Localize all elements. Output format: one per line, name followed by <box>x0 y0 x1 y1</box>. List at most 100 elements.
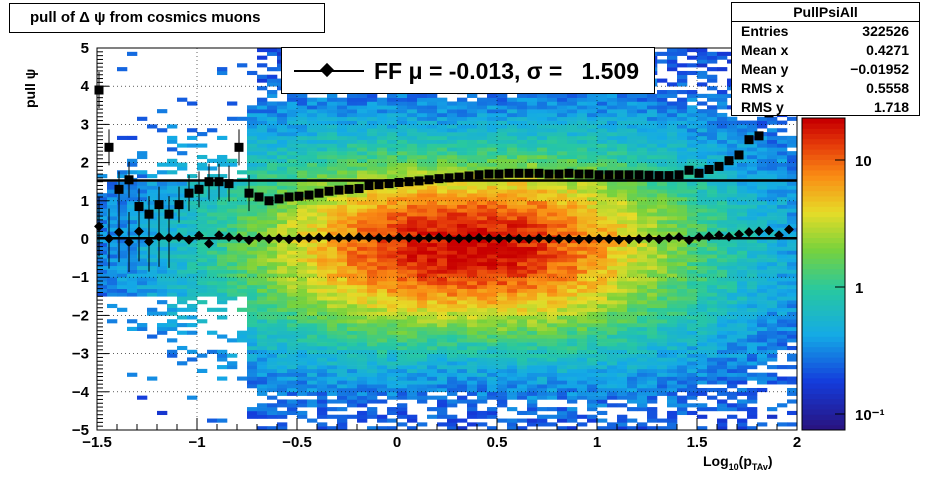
heatmap-cell <box>437 105 448 110</box>
heatmap-cell <box>597 216 608 221</box>
heatmap-cell <box>367 384 378 389</box>
heatmap-cell <box>617 200 628 205</box>
heatmap-cell <box>547 147 558 152</box>
heatmap-cell <box>637 395 648 400</box>
heatmap-cell <box>147 223 158 228</box>
heatmap-cell <box>667 281 678 286</box>
heatmap-cell <box>587 120 598 125</box>
heatmap-cell <box>537 196 548 202</box>
heatmap-cell <box>117 67 128 72</box>
heatmap-cell <box>97 246 108 251</box>
heatmap-cell <box>367 216 378 221</box>
heatmap-cell <box>527 311 538 316</box>
heatmap-cell <box>577 414 588 419</box>
heatmap-cell <box>307 265 318 270</box>
heatmap-cell <box>607 334 618 339</box>
heatmap-cell <box>637 166 648 171</box>
heatmap-cell <box>387 143 398 148</box>
heatmap-cell <box>667 158 678 163</box>
heatmap-cell <box>277 154 288 160</box>
heatmap-cell <box>627 345 638 351</box>
heatmap-cell <box>717 154 728 160</box>
heatmap-cell <box>507 139 518 144</box>
heatmap-cell <box>257 292 268 297</box>
heatmap-cell <box>657 376 668 381</box>
heatmap-cell <box>657 204 668 209</box>
heatmap-cell <box>337 391 348 396</box>
heatmap-cell <box>267 82 278 87</box>
heatmap-cell <box>577 116 588 121</box>
heatmap-cell <box>337 254 348 259</box>
heatmap-cell <box>227 338 238 343</box>
heatmap-cell <box>677 166 688 171</box>
heatmap-cell <box>447 154 458 160</box>
heatmap-cell <box>257 185 268 190</box>
heatmap-cell <box>657 265 668 270</box>
heatmap-cell <box>287 342 298 347</box>
heatmap-cell <box>507 307 518 312</box>
heatmap-cell <box>387 174 398 179</box>
heatmap-cell <box>537 254 548 259</box>
heatmap-cell <box>237 219 248 225</box>
heatmap-cell <box>227 292 238 297</box>
heatmap-cell <box>507 231 518 236</box>
heatmap-cell <box>717 120 728 125</box>
heatmap-cell <box>737 349 748 354</box>
heatmap-cell <box>387 326 398 331</box>
heatmap-cell <box>587 372 598 377</box>
heatmap-cell <box>637 105 648 110</box>
heatmap-cell <box>627 93 638 98</box>
heatmap-cell <box>647 365 658 370</box>
heatmap-cell <box>667 239 678 244</box>
heatmap-cell <box>717 372 728 377</box>
heatmap-cell <box>597 334 608 339</box>
heatmap-cell <box>467 292 478 297</box>
heatmap-cell <box>637 384 648 389</box>
heatmap-cell <box>417 101 428 106</box>
heatmap-cell <box>417 376 428 381</box>
heatmap-cell <box>417 380 428 385</box>
heatmap-cell <box>417 265 428 270</box>
heatmap-cell <box>357 353 368 358</box>
heatmap-cell <box>617 143 628 148</box>
heatmap-cell <box>637 281 648 286</box>
heatmap-cell <box>367 330 378 335</box>
heatmap-cell <box>537 311 548 316</box>
heatmap-cell <box>507 208 518 213</box>
heatmap-cell <box>427 334 438 339</box>
heatmap-cell <box>447 101 458 106</box>
heatmap-cell <box>737 407 748 412</box>
heatmap-cell <box>567 326 578 331</box>
heatmap-cell <box>367 368 378 373</box>
heatmap-cell <box>587 189 598 194</box>
heatmap-cell <box>717 342 728 347</box>
heatmap-cell <box>257 338 268 343</box>
heatmap-cell <box>327 361 338 366</box>
heatmap-cell <box>527 269 538 274</box>
heatmap-cell <box>667 59 678 64</box>
heatmap-cell <box>717 391 728 396</box>
heatmap-cell <box>607 338 618 343</box>
heatmap-cell <box>517 281 528 286</box>
heatmap-cell <box>617 376 628 381</box>
heatmap-cell <box>497 135 508 140</box>
heatmap-cell <box>517 120 528 125</box>
heatmap-cell <box>177 254 188 259</box>
heatmap-cell <box>477 246 488 251</box>
heatmap-cell <box>307 403 318 408</box>
heatmap-cell <box>507 300 518 305</box>
heatmap-cell <box>557 189 568 194</box>
heatmap-cell <box>167 258 178 263</box>
heatmap-cell <box>257 101 268 106</box>
heatmap-cell <box>577 112 588 118</box>
heatmap-cell <box>467 365 478 370</box>
heatmap-cell <box>387 105 398 110</box>
heatmap-cell <box>567 387 578 393</box>
heatmap-cell <box>307 334 318 339</box>
heatmap-cell <box>327 112 338 118</box>
heatmap-cell <box>567 372 578 377</box>
heatmap-cell <box>517 239 528 244</box>
heatmap-cell <box>337 97 348 102</box>
heatmap-cell <box>607 368 618 373</box>
heatmap-cell <box>197 219 208 225</box>
